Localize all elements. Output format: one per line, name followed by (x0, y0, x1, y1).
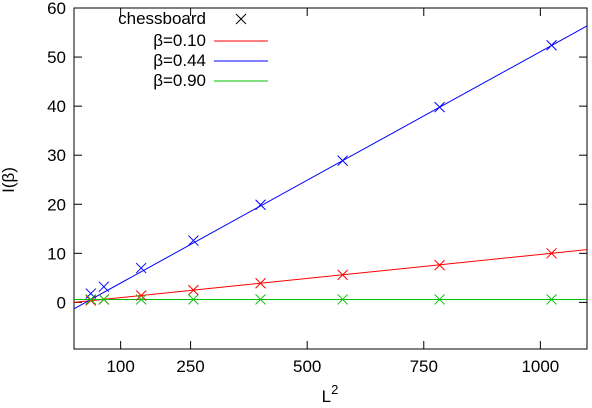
data-point (135, 290, 147, 301)
data-point (546, 247, 557, 259)
x-tick-label: 100 (106, 357, 134, 376)
data-point (434, 259, 445, 271)
y-tick-label: 40 (47, 97, 66, 116)
y-tick-label: 0 (57, 293, 66, 312)
data-point (135, 294, 147, 305)
legend-marker-chessboard (235, 13, 247, 25)
data-point (546, 294, 557, 305)
legend-label-chessboard: chessboard (118, 9, 206, 28)
y-tick-label: 50 (47, 48, 66, 67)
x-tick-label: 250 (176, 357, 204, 376)
data-point (188, 284, 199, 296)
data-point (337, 155, 348, 166)
fit-line (73, 249, 588, 303)
legend-label-beta-0.44: β=0.44 (153, 51, 206, 70)
data-point (255, 277, 266, 289)
y-tick-label: 30 (47, 146, 66, 165)
data-point (85, 294, 97, 305)
x-axis-label-base: L (322, 387, 331, 406)
legend: chessboard β=0.10 β=0.44 β=0.90 (118, 9, 268, 90)
x-axis-label-superscript: 2 (331, 382, 338, 397)
y-tick-label: 20 (47, 195, 66, 214)
legend-label-beta-0.10: β=0.10 (153, 31, 206, 50)
fit-lines (73, 25, 588, 310)
data-point (98, 281, 110, 293)
data-point (434, 294, 445, 305)
data-point (85, 288, 97, 299)
legend-label-beta-0.90: β=0.90 (153, 71, 206, 90)
data-point (434, 101, 445, 113)
x-tick-label: 750 (410, 357, 438, 376)
axis-ticks: 0 10 20 30 40 50 60 100 250 500 750 1000 (47, 0, 587, 376)
data-point (255, 294, 266, 305)
data-markers (85, 39, 557, 306)
x-axis-label: L2 (322, 382, 339, 406)
y-tick-label: 10 (47, 244, 66, 263)
y-tick-label: 60 (47, 0, 66, 18)
data-point (546, 39, 557, 51)
data-point (135, 262, 147, 274)
data-point (98, 294, 110, 305)
fit-line (73, 25, 588, 310)
x-tick-label: 1000 (521, 357, 559, 376)
x-tick-label: 500 (293, 357, 321, 376)
data-point (188, 294, 199, 305)
data-point (337, 269, 348, 281)
data-point (188, 235, 199, 246)
data-point (337, 294, 348, 305)
plot-frame (73, 7, 588, 350)
data-point (255, 199, 266, 211)
y-axis-label: I(β) (0, 167, 18, 193)
